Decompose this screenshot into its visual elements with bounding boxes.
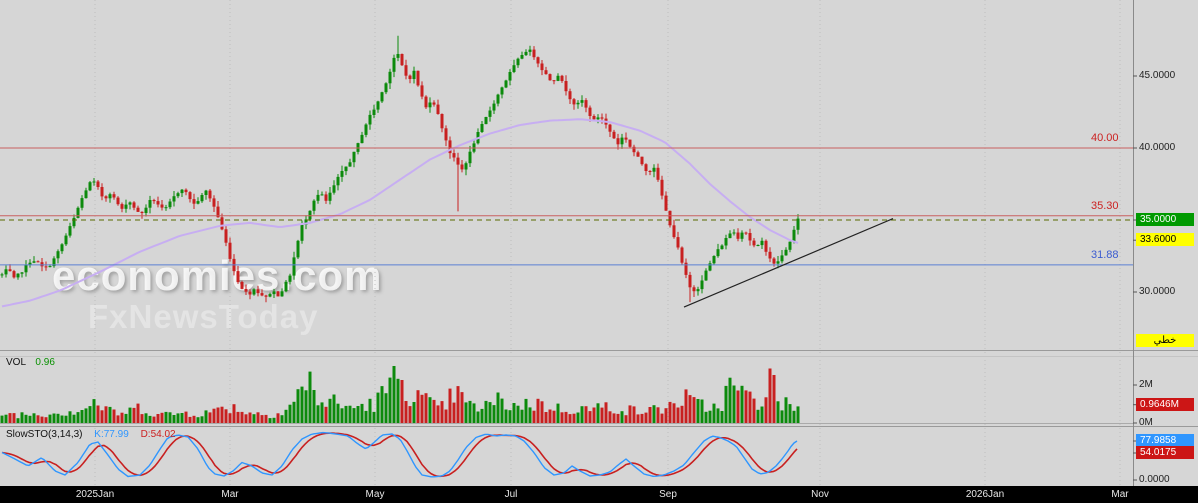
price-axis-label: 30.0000 [1139,286,1176,297]
time-axis-label: Mar [221,489,239,500]
volume-axis-label: 0M [1139,417,1153,428]
volume-axis-badge: 0.9646M [1136,397,1194,411]
time-axis-label: Jul [504,489,518,500]
time-axis-label: Sep [659,489,677,500]
time-axis-label: Mar [1111,489,1129,500]
stochastic-k-value: K:77.99 [94,429,129,440]
time-axis-label: 2025Jan [75,489,115,500]
time-axis-label: May [365,489,385,500]
stochastic-panel-label: SlowSTO(3,14,3) K:77.99 D:54.02 [6,429,176,440]
resistance-level-label-40: 40.00 [1091,132,1119,144]
volume-indicator-name: VOL [6,357,26,368]
resistance-level-label-35-30: 35.30 [1091,200,1119,212]
volume-indicator-value: 0.96 [35,357,55,368]
price-axis-label: 40.0000 [1139,142,1176,153]
stochastic-axis-badge: 77.9858 [1136,434,1194,447]
chart-style-badge[interactable]: خطي [1136,334,1194,347]
watermark-brand: economies.com [52,252,383,299]
time-axis-label: 2026Jan [965,489,1005,500]
stochastic-axis-badge: 54.0175 [1136,445,1194,459]
price-axis-badge: 33.6000 [1136,233,1194,247]
time-axis-label: Nov [811,489,829,500]
stochastic-d-value: D:54.02 [140,429,176,440]
price-axis-label: 45.0000 [1139,70,1176,81]
stochastic-indicator-name: SlowSTO(3,14,3) [6,429,83,440]
volume-axis-label: 2M [1139,379,1153,390]
watermark-subbrand: FxNewsToday [88,298,319,335]
support-level-label-31-88: 31.88 [1091,249,1119,261]
stochastic-axis-label: 0.0000 [1139,474,1170,485]
time-axis: 2025Jan Mar May Jul Sep Nov 2026Jan Mar [0,486,1198,503]
price-axis-badge: 35.0000 [1136,213,1194,226]
volume-panel-label: VOL 0.96 [6,357,55,368]
